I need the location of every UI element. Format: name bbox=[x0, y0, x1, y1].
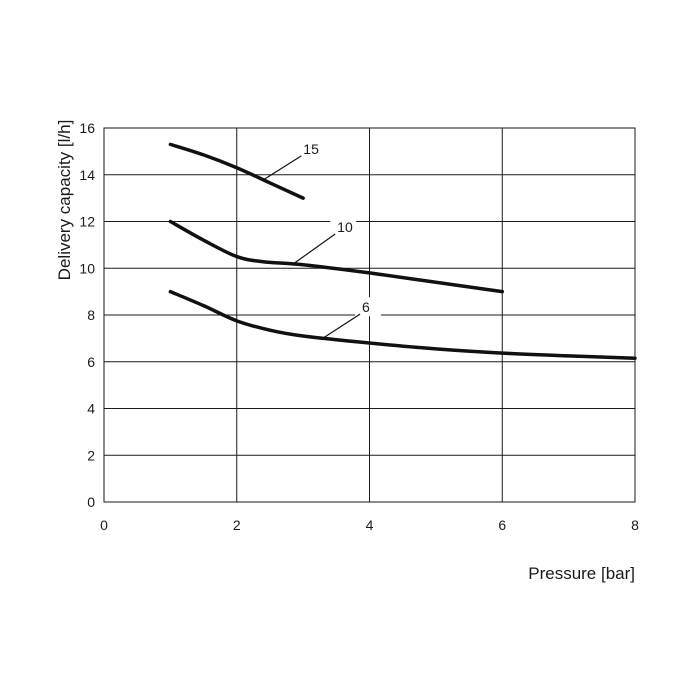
x-tick-label: 8 bbox=[631, 517, 639, 533]
series-leader-line bbox=[292, 233, 336, 265]
x-tick-label: 4 bbox=[366, 517, 374, 533]
series-line-10 bbox=[168, 219, 504, 294]
series-lines bbox=[168, 142, 637, 360]
series-label-background bbox=[355, 297, 382, 317]
y-tick-label: 10 bbox=[79, 260, 95, 276]
x-axis-label: Pressure [bar] bbox=[528, 564, 635, 583]
series-label-background bbox=[296, 138, 323, 158]
y-tick-label: 0 bbox=[87, 494, 95, 510]
series-line-15 bbox=[168, 142, 305, 200]
series-label-6: 6 bbox=[362, 299, 370, 315]
series-line-6 bbox=[168, 289, 637, 360]
y-tick-label: 6 bbox=[87, 354, 95, 370]
series-leader-line bbox=[262, 155, 302, 181]
series-label-15: 15 bbox=[303, 141, 319, 157]
y-tick-label: 12 bbox=[79, 214, 95, 230]
plot-frame bbox=[103, 127, 636, 503]
series-label-10: 10 bbox=[337, 219, 353, 235]
y-tick-label: 8 bbox=[87, 307, 95, 323]
y-tick-label: 14 bbox=[79, 167, 95, 183]
series-leader-line bbox=[322, 313, 361, 339]
x-tick-label: 6 bbox=[498, 517, 506, 533]
y-axis-label: Delivery capacity [l/h] bbox=[55, 120, 74, 281]
x-tick-label: 2 bbox=[233, 517, 241, 533]
tick-labels: 0 2 4 6 8 0 2 4 6 8 10 12 14 16 bbox=[79, 120, 639, 533]
series-labels: 15 10 6 bbox=[262, 138, 382, 339]
x-tick-label: 0 bbox=[100, 517, 108, 533]
y-tick-label: 4 bbox=[87, 401, 95, 417]
series-label-background bbox=[330, 216, 357, 236]
y-tick-label: 16 bbox=[79, 120, 95, 136]
y-tick-label: 2 bbox=[87, 447, 95, 463]
